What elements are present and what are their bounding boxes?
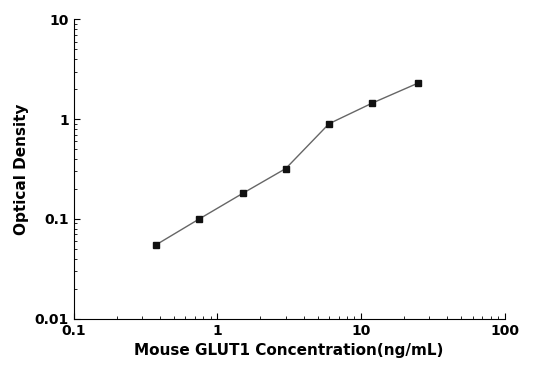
- Y-axis label: Optical Density: Optical Density: [14, 103, 29, 235]
- X-axis label: Mouse GLUT1 Concentration(ng/mL): Mouse GLUT1 Concentration(ng/mL): [134, 343, 444, 358]
